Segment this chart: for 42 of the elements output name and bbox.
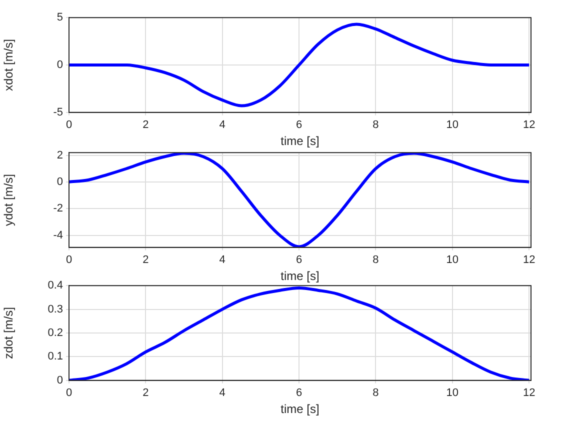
x-tick-label: 2 (142, 254, 149, 266)
y-tick-label: 0.4 (48, 280, 63, 292)
x-tick-label: 0 (66, 254, 72, 266)
x-tick-label: 2 (142, 387, 149, 400)
y-tick-label: 0.1 (48, 350, 63, 363)
y-tick-label: 0 (56, 176, 63, 188)
x-tick-label: 8 (372, 387, 379, 400)
x-axis-title: time [s] (280, 402, 320, 416)
x-tick-label: 4 (219, 254, 226, 266)
x-tick-label: 8 (372, 254, 379, 266)
x-axis-title: time [s] (280, 134, 320, 148)
x-tick-label: 4 (219, 119, 226, 132)
y-tick-label: 5 (56, 12, 63, 24)
x-tick-label: 0 (66, 119, 72, 132)
x-tick-label: 4 (219, 387, 226, 400)
y-tick-label: -2 (53, 202, 63, 215)
line-series (69, 152, 531, 248)
y-tick-label: -4 (53, 229, 63, 242)
y-tick-label: 2 (56, 149, 63, 162)
x-tick-label: 2 (142, 119, 149, 132)
x-tick-label: 10 (446, 254, 459, 266)
y-axis-title: xdot [m/s] (2, 38, 16, 92)
x-tick-label: 6 (296, 387, 302, 400)
x-tick-label: 6 (296, 119, 302, 132)
x-tick-label: 12 (522, 387, 536, 400)
x-tick-label: 12 (522, 254, 536, 266)
y-tick-label: 0.2 (48, 327, 63, 340)
y-tick-label: 0.3 (48, 303, 63, 316)
x-tick-label: 8 (372, 119, 379, 132)
x-tick-label: 6 (296, 254, 302, 266)
y-axis-title: zdot [m/s] (2, 306, 16, 360)
x-tick-label: 0 (66, 387, 72, 400)
x-axis-title: time [s] (280, 269, 320, 284)
x-tick-label: 12 (522, 119, 536, 132)
line-series (69, 286, 531, 380)
line-series (69, 22, 531, 108)
x-tick-label: 10 (446, 119, 459, 132)
y-tick-label: -5 (53, 106, 63, 118)
y-tick-label: 0 (56, 59, 63, 72)
y-tick-label: 0 (56, 374, 63, 386)
x-tick-label: 10 (446, 387, 459, 400)
y-axis-title: ydot [m/s] (2, 174, 16, 226)
